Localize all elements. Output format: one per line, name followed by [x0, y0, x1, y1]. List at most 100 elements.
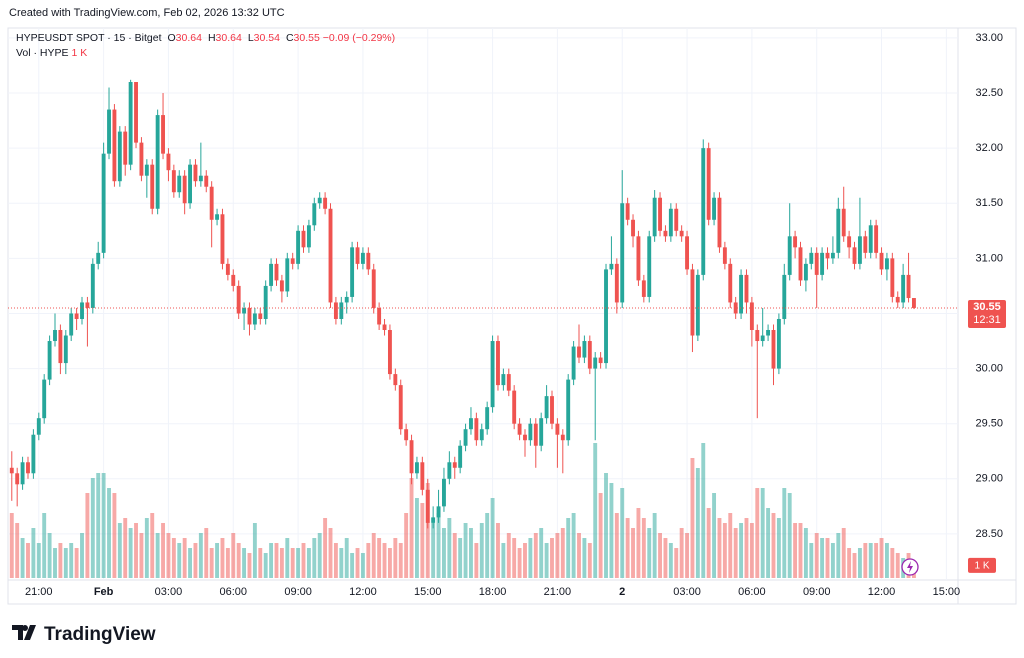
volume-bar [242, 548, 247, 578]
candle-body [458, 445, 463, 468]
volume-bar [398, 543, 403, 578]
candle-body [161, 115, 165, 154]
volume-bar [333, 543, 338, 578]
volume-bar [830, 543, 835, 578]
candle-body [317, 197, 322, 204]
field-value: 30.64 [175, 32, 202, 44]
field-label: C [285, 32, 294, 44]
x-tick-label: 09:00 [284, 586, 312, 598]
volume-bar [220, 538, 225, 578]
volume-bar [879, 538, 884, 578]
volume-bar [706, 508, 711, 578]
candle-body [587, 341, 592, 369]
volume-bar [442, 528, 446, 578]
volume-bar [474, 543, 479, 578]
y-tick-label: 32.50 [975, 87, 1003, 99]
field-value: 30.55 [293, 32, 320, 44]
volume-bar [339, 548, 344, 578]
volume-bar [679, 528, 684, 578]
volume-bar [809, 543, 814, 578]
candle-body [722, 247, 727, 264]
candle-body [117, 131, 122, 182]
volume-bar [528, 538, 533, 578]
volume-bar [793, 523, 798, 578]
candle-body [344, 296, 349, 303]
candle-body [577, 346, 581, 358]
volume-bar [582, 538, 587, 578]
candle-body [550, 396, 554, 424]
candle-body [209, 186, 214, 220]
candle-body [377, 307, 382, 325]
volume-bar [636, 508, 641, 578]
grid [8, 28, 958, 580]
volume-bar [355, 548, 360, 578]
candle-body [306, 225, 311, 248]
volume-bar [857, 548, 862, 578]
candle-body [517, 423, 522, 435]
x-tick-label: 03:00 [155, 586, 183, 598]
candle-body [96, 252, 101, 264]
candle-body [647, 236, 652, 297]
volume-bar [150, 513, 155, 578]
volume-bar [560, 528, 565, 578]
candle-body [285, 258, 290, 292]
volume-bar [847, 548, 852, 578]
volume-bar [323, 518, 328, 578]
volume-bar [787, 493, 792, 578]
volume-bar [814, 533, 819, 578]
volume-bar [188, 548, 192, 578]
candle-body [155, 115, 160, 209]
volume-value-box [968, 557, 996, 573]
volume-bar [166, 533, 171, 578]
chart: 28.5029.0029.5030.0030.5031.0031.5032.00… [7, 27, 1017, 605]
volume-bar [776, 518, 781, 578]
candle-body [852, 247, 857, 264]
volume-bar [598, 493, 603, 578]
candle-body [258, 313, 263, 319]
y-tick-label: 30.00 [975, 362, 1003, 374]
volume-bar [458, 538, 463, 578]
volume-bar [587, 543, 592, 578]
volume-bar [382, 543, 387, 578]
volume-bar [193, 543, 198, 578]
volume-bar [182, 538, 187, 578]
candle-body [393, 374, 398, 386]
volume-bar [712, 493, 717, 578]
volume-bar [117, 523, 122, 578]
candle-body [690, 269, 695, 336]
x-tick-label: 03:00 [673, 586, 701, 598]
candle-body [47, 341, 52, 380]
volume-bar [798, 523, 803, 578]
candle-body [177, 175, 182, 193]
candle-body [198, 175, 203, 182]
volume-bar [874, 543, 879, 578]
volume-bar [841, 528, 846, 578]
candle-body [636, 236, 641, 281]
logo-icon [12, 625, 36, 640]
candle-body [614, 263, 619, 303]
volume-bar [685, 533, 689, 578]
candle-body [560, 434, 565, 441]
candle-body [830, 252, 835, 259]
countdown-label: 12:31 [973, 314, 1001, 326]
volume-bar [366, 543, 371, 578]
candle-body [269, 263, 274, 286]
volume-bar [641, 518, 646, 578]
candle-body [582, 341, 587, 358]
candle-body [841, 208, 846, 237]
volume-bar [387, 548, 392, 578]
candle-body [442, 478, 446, 507]
candle-body [409, 440, 414, 474]
volume-bar [215, 543, 220, 578]
volume-bar [85, 493, 90, 578]
candle-body [398, 385, 403, 430]
candle-body [776, 318, 781, 369]
volume-bar [53, 548, 57, 578]
volume-bar [344, 538, 349, 578]
candle-body [9, 467, 14, 474]
volume-bar [279, 548, 284, 578]
volume-bar [820, 538, 825, 578]
candle-body [371, 269, 376, 308]
volume-bar [652, 513, 657, 578]
